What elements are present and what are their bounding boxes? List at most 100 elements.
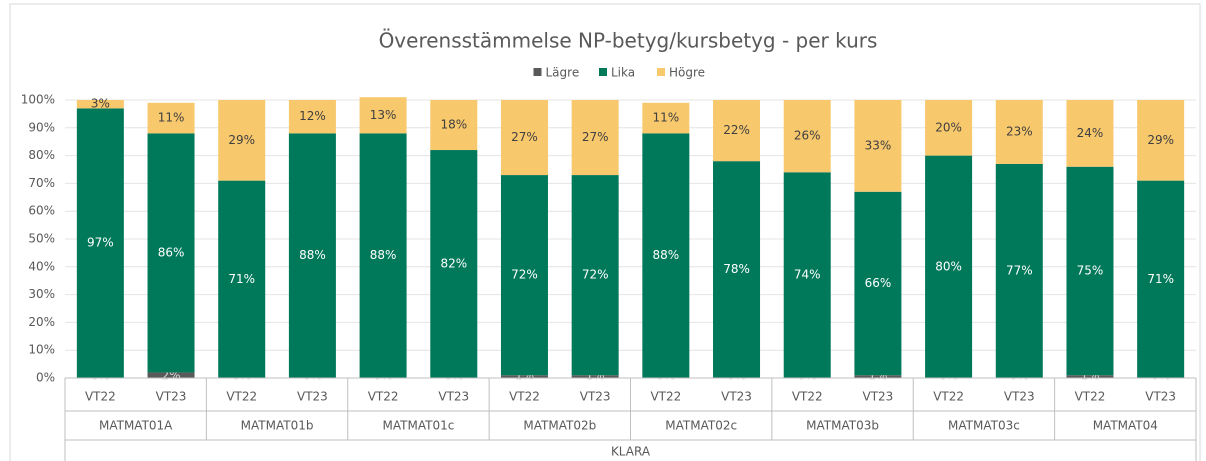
y-tick-label: 0% (36, 371, 55, 385)
x-tick-label: VT23 (721, 390, 752, 404)
data-label: 22% (723, 123, 750, 137)
bar-segment (1137, 180, 1185, 378)
data-label: 23% (1006, 124, 1033, 138)
bar-segment (854, 100, 902, 192)
bar-segment (783, 100, 831, 173)
x-tick-label: VT22 (368, 390, 399, 404)
bar-segment (571, 175, 619, 376)
legend-label: Lägre (546, 66, 580, 80)
bar-segment (925, 155, 973, 378)
group-label: MATMAT03b (806, 419, 879, 433)
bar-segment (147, 372, 195, 378)
bar-segment (500, 175, 548, 376)
super-group-label: KLARA (611, 445, 651, 459)
y-tick-label: 70% (28, 176, 55, 190)
bar-segment (713, 161, 761, 378)
bar-segment (925, 100, 973, 156)
data-label: 78% (723, 262, 750, 276)
legend-swatch (657, 68, 665, 76)
y-tick-label: 20% (28, 315, 55, 329)
bar-segment (642, 102, 690, 134)
legend-label: Högre (669, 66, 705, 80)
data-label: 80% (935, 259, 962, 273)
x-tick-label: VT22 (509, 390, 540, 404)
bar-segment (642, 133, 690, 378)
legend-swatch (533, 68, 542, 76)
data-label: 27% (511, 130, 538, 144)
x-tick-label: VT23 (438, 390, 469, 404)
bar-segment (430, 100, 478, 151)
x-tick-label: VT23 (156, 390, 187, 404)
x-tick-label: VT23 (580, 390, 611, 404)
data-label: 66% (865, 276, 892, 290)
x-tick-label: VT22 (650, 390, 681, 404)
bar-segment (854, 191, 902, 376)
data-label: 11% (653, 111, 680, 125)
y-tick-label: 10% (28, 343, 55, 357)
bar-segment (571, 375, 619, 378)
y-tick-label: 100% (21, 93, 55, 107)
bar-segment (1066, 375, 1114, 378)
bar-segment (288, 100, 336, 134)
data-label: 20% (935, 120, 962, 134)
data-label: 33% (865, 138, 892, 152)
bar-segment (995, 100, 1043, 164)
group-label: MATMAT01A (99, 419, 173, 433)
group-label: MATMAT04 (1093, 419, 1158, 433)
data-label: 71% (228, 272, 255, 286)
bar-segment (147, 133, 195, 373)
data-label: 88% (299, 248, 326, 262)
data-label: 71% (1147, 272, 1174, 286)
bar-segment (571, 100, 619, 176)
bar-segment (147, 102, 195, 134)
group-label: MATMAT03c (948, 419, 1020, 433)
x-tick-label: VT22 (792, 390, 823, 404)
group-label: MATMAT01b (241, 419, 314, 433)
data-label: 88% (370, 248, 397, 262)
x-tick-label: VT22 (85, 390, 116, 404)
bar-segment (500, 375, 548, 378)
bar-segment (713, 100, 761, 162)
data-label: 29% (228, 133, 255, 147)
data-label: 88% (653, 248, 680, 262)
data-label: 24% (1077, 126, 1104, 140)
bar-segment (359, 133, 407, 378)
data-label: 82% (440, 257, 467, 271)
bar-segment (76, 100, 124, 109)
bar-segment (1137, 100, 1185, 181)
data-label: 86% (158, 245, 185, 259)
bar-segment (995, 163, 1043, 378)
data-label: 26% (794, 129, 821, 143)
bar-segment (1066, 100, 1114, 167)
group-label: MATMAT01c (383, 419, 455, 433)
data-label: 97% (87, 236, 114, 250)
y-tick-label: 60% (28, 204, 55, 218)
data-label: 72% (511, 268, 538, 282)
y-tick-label: 80% (28, 148, 55, 162)
y-tick-label: 40% (28, 259, 55, 273)
bar-segment (218, 100, 266, 181)
legend-label: Lika (611, 66, 635, 80)
data-label: 75% (1077, 263, 1104, 277)
data-label: 18% (440, 118, 467, 132)
data-label: 29% (1147, 133, 1174, 147)
data-label: 12% (299, 109, 326, 123)
x-tick-label: VT22 (226, 390, 257, 404)
x-tick-label: VT22 (1075, 390, 1106, 404)
bar-segment (783, 172, 831, 378)
x-tick-label: VT22 (933, 390, 964, 404)
y-tick-label: 90% (28, 120, 55, 134)
x-tick-label: VT23 (297, 390, 328, 404)
group-label: MATMAT02b (523, 419, 596, 433)
bar-segment (76, 108, 124, 378)
bar-segment (359, 97, 407, 134)
legend-swatch (599, 68, 607, 76)
bar-segment (430, 150, 478, 378)
y-tick-label: 30% (28, 287, 55, 301)
data-label: 27% (582, 130, 609, 144)
data-label: 72% (582, 268, 609, 282)
y-tick-label: 50% (28, 232, 55, 246)
bar-segment (854, 375, 902, 378)
